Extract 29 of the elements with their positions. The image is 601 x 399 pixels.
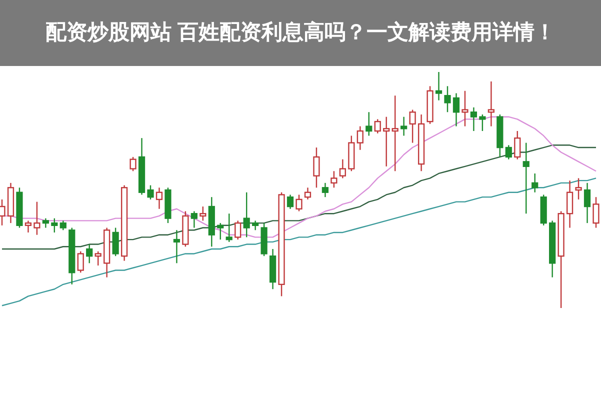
candlestick	[208, 196, 215, 248]
candlestick	[452, 92, 460, 127]
candlestick	[383, 116, 390, 167]
candlestick	[392, 95, 398, 172]
candlestick	[322, 182, 329, 198]
candlestick	[304, 187, 312, 200]
candlestick	[470, 106, 478, 132]
candlestick	[488, 80, 494, 127]
candlestick	[269, 248, 276, 290]
candlestick	[549, 220, 556, 278]
candlestick	[462, 90, 468, 127]
candlestick	[444, 86, 451, 113]
candlestick	[584, 182, 591, 224]
candlestick	[173, 230, 180, 264]
candlestick	[435, 71, 442, 101]
candlestick	[7, 182, 14, 224]
candlestick	[156, 187, 163, 210]
candlestick	[190, 210, 198, 228]
candlestick	[400, 116, 408, 136]
candlestick	[24, 220, 32, 234]
candlestick	[566, 180, 574, 228]
candlestick	[286, 194, 294, 210]
candlestick	[522, 142, 530, 214]
chart-title: 配资炒股网站 百姓配资利息高吗？一文解读费用详情！	[0, 0, 601, 66]
candlestick	[252, 220, 259, 231]
candlestick	[575, 178, 582, 200]
candlestick	[243, 192, 250, 238]
candlestick	[418, 114, 425, 172]
candlestick	[313, 146, 320, 188]
